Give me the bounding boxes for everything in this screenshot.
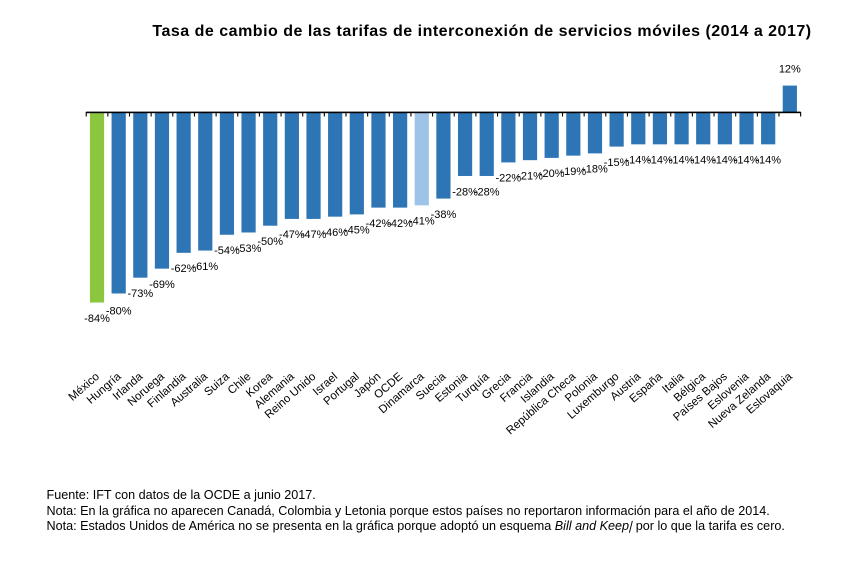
svg-text:-28%: -28%: [452, 186, 478, 198]
svg-text:-14%: -14%: [734, 155, 760, 167]
svg-text:-50%: -50%: [257, 236, 283, 248]
svg-text:-20%: -20%: [539, 168, 565, 180]
svg-text:-38%: -38%: [431, 209, 457, 221]
svg-text:-54%: -54%: [214, 245, 240, 257]
svg-text:-14%: -14%: [690, 155, 716, 167]
svg-text:-14%: -14%: [625, 155, 651, 167]
svg-text:-22%: -22%: [496, 173, 522, 185]
svg-text:-14%: -14%: [647, 155, 673, 167]
svg-text:-84%: -84%: [84, 313, 110, 325]
svg-text:-73%: -73%: [127, 288, 153, 300]
svg-text:-61%: -61%: [192, 261, 218, 273]
svg-text:-45%: -45%: [344, 225, 370, 237]
svg-text:-19%: -19%: [560, 166, 586, 178]
svg-text:-21%: -21%: [517, 170, 543, 182]
svg-text:-46%: -46%: [322, 227, 348, 239]
svg-text:-42%: -42%: [387, 218, 413, 230]
svg-text:-80%: -80%: [106, 305, 132, 317]
svg-text:-47%: -47%: [301, 229, 327, 241]
svg-text:Suiza: Suiza: [202, 370, 232, 398]
svg-text:Tasa de cambio de las tarifas: Tasa de cambio de las tarifas de interco…: [152, 23, 811, 40]
svg-text:-28%: -28%: [474, 186, 500, 198]
svg-text:-42%: -42%: [366, 218, 392, 230]
svg-text:-47%: -47%: [279, 229, 305, 241]
svg-text:-14%: -14%: [755, 155, 781, 167]
svg-text:-14%: -14%: [669, 155, 695, 167]
svg-text:-18%: -18%: [582, 164, 608, 176]
svg-text:-14%: -14%: [712, 155, 738, 167]
svg-text:-15%: -15%: [604, 157, 630, 169]
svg-text:-69%: -69%: [149, 279, 175, 291]
svg-text:12%: 12%: [779, 63, 801, 75]
svg-text:-62%: -62%: [171, 263, 197, 275]
svg-text:-53%: -53%: [236, 243, 262, 255]
svg-text:-41%: -41%: [409, 216, 435, 228]
